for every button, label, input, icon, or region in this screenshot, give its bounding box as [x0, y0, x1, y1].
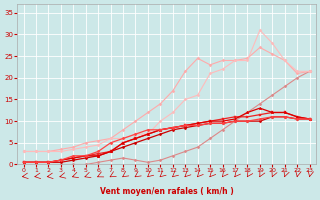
X-axis label: Vent moyen/en rafales ( km/h ): Vent moyen/en rafales ( km/h ) — [100, 187, 234, 196]
